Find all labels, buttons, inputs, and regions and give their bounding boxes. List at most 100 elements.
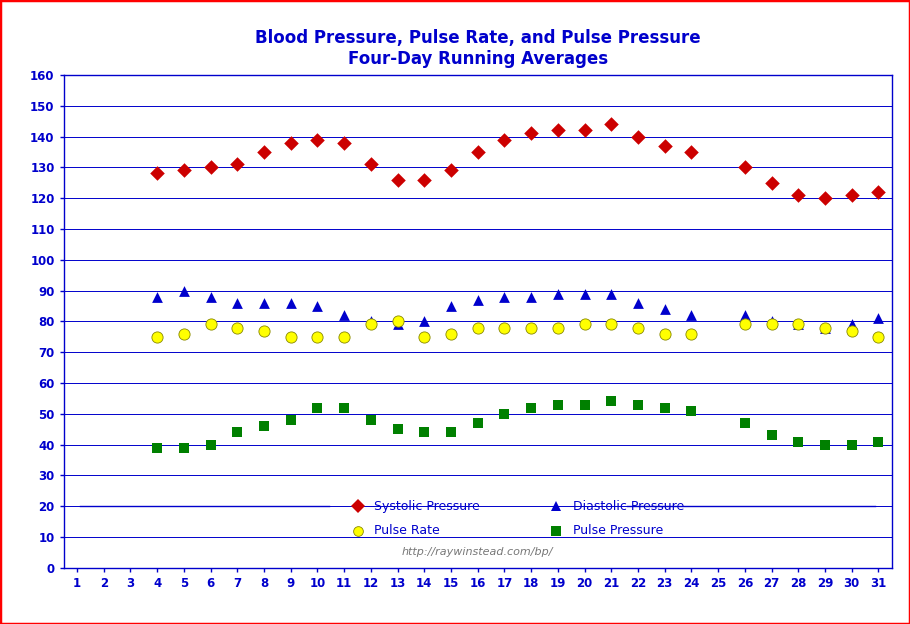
Point <box>444 329 459 339</box>
Point <box>791 190 805 200</box>
Point <box>337 138 351 148</box>
Point <box>738 418 753 428</box>
Point <box>390 316 405 326</box>
Point <box>337 402 351 412</box>
Point <box>631 298 645 308</box>
Point <box>764 431 779 441</box>
Point <box>844 319 859 329</box>
Point <box>577 125 592 135</box>
Text: Diastolic Pressure: Diastolic Pressure <box>573 500 684 513</box>
Text: Pulse Rate: Pulse Rate <box>374 524 440 537</box>
Point <box>310 402 325 412</box>
Point <box>604 319 619 329</box>
Text: Pulse Pressure: Pulse Pressure <box>573 524 663 537</box>
Point <box>177 442 191 452</box>
Point <box>284 138 298 148</box>
Point <box>417 332 431 342</box>
Point <box>310 332 325 342</box>
Point <box>844 326 859 336</box>
Point <box>684 329 699 339</box>
Point <box>657 329 672 339</box>
Point <box>417 427 431 437</box>
Point <box>524 292 539 302</box>
Point <box>684 147 699 157</box>
Point <box>497 135 511 145</box>
Point <box>284 332 298 342</box>
Point <box>604 396 619 406</box>
Point <box>764 316 779 326</box>
Point <box>150 332 165 342</box>
Point <box>310 301 325 311</box>
Point <box>871 187 885 197</box>
Point <box>203 439 217 449</box>
Point <box>364 159 379 169</box>
Point <box>791 437 805 447</box>
Point <box>150 168 165 178</box>
Point <box>150 292 165 302</box>
Point <box>203 292 217 302</box>
Point <box>844 190 859 200</box>
Point <box>230 298 245 308</box>
Point <box>684 310 699 320</box>
Point <box>764 319 779 329</box>
Point <box>203 162 217 172</box>
Point <box>497 292 511 302</box>
Point <box>230 159 245 169</box>
Point <box>177 329 191 339</box>
Point <box>524 323 539 333</box>
Point <box>551 125 565 135</box>
Point <box>337 332 351 342</box>
Point <box>417 316 431 326</box>
Point <box>631 323 645 333</box>
Point <box>738 319 753 329</box>
Point <box>417 175 431 185</box>
Point <box>230 427 245 437</box>
Point <box>390 424 405 434</box>
Point <box>470 295 485 305</box>
Point <box>177 165 191 175</box>
Point <box>657 402 672 412</box>
Point <box>604 119 619 129</box>
Point <box>230 323 245 333</box>
Point <box>444 427 459 437</box>
Point <box>257 421 271 431</box>
Point <box>364 415 379 425</box>
Point <box>444 301 459 311</box>
Point <box>337 310 351 320</box>
Point <box>604 289 619 299</box>
Point <box>310 135 325 145</box>
Point <box>390 319 405 329</box>
Point <box>390 175 405 185</box>
Point <box>524 129 539 139</box>
Point <box>257 298 271 308</box>
Point <box>470 418 485 428</box>
Point <box>818 439 833 449</box>
Point <box>871 332 885 342</box>
Point <box>764 178 779 188</box>
Point <box>284 298 298 308</box>
Point <box>470 323 485 333</box>
Point <box>364 316 379 326</box>
Point <box>738 162 753 172</box>
Point <box>497 409 511 419</box>
Point <box>577 289 592 299</box>
Point <box>364 319 379 329</box>
Point <box>818 193 833 203</box>
Point <box>871 437 885 447</box>
Point <box>257 147 271 157</box>
Point <box>791 319 805 329</box>
Point <box>791 319 805 329</box>
Point <box>203 319 217 329</box>
Text: Systolic Pressure: Systolic Pressure <box>374 500 480 513</box>
Point <box>577 399 592 409</box>
Point <box>738 310 753 320</box>
Point <box>444 165 459 175</box>
Point <box>818 323 833 333</box>
Point <box>177 286 191 296</box>
Point <box>497 323 511 333</box>
Text: http://raywinstead.com/bp/: http://raywinstead.com/bp/ <box>402 547 553 557</box>
Point <box>684 406 699 416</box>
Point <box>631 132 645 142</box>
Point <box>657 304 672 314</box>
Point <box>551 323 565 333</box>
